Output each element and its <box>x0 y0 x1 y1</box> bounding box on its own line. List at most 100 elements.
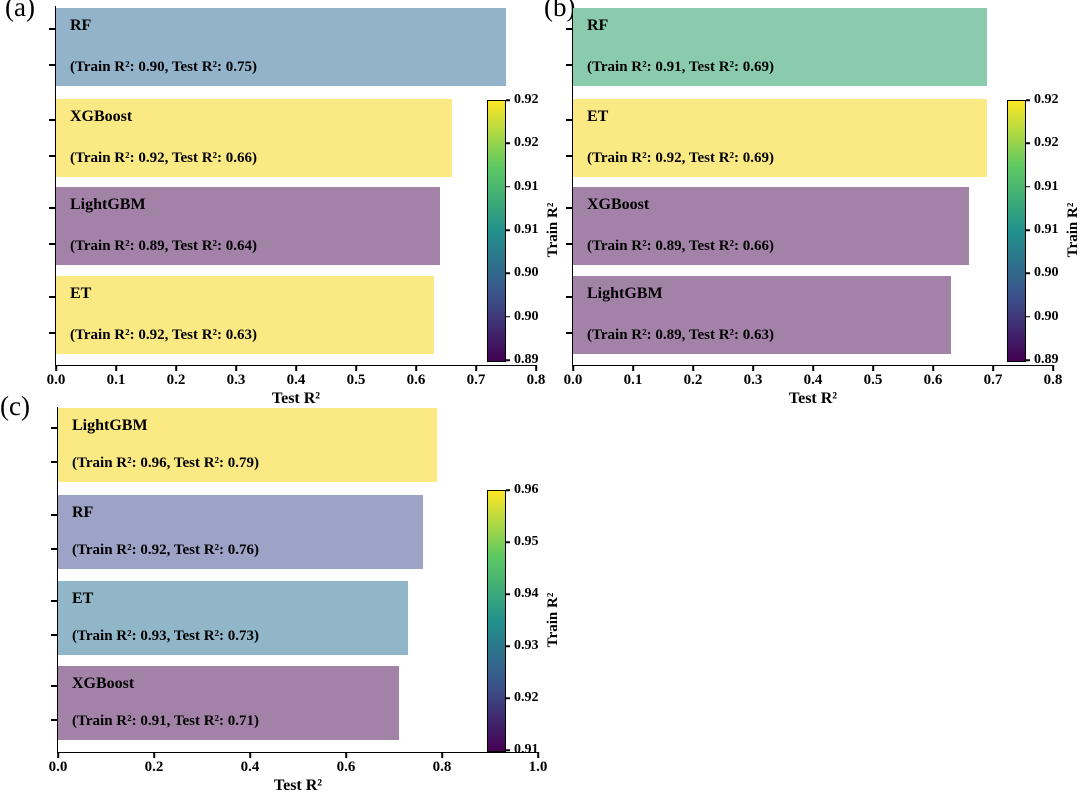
bar-annotation: (Train R²: 0.92, Test R²: 0.76) <box>72 542 260 558</box>
y-axis-tick <box>565 28 572 30</box>
colorbar: 0.96 0.95 0.94 0.93 0.92 0.91 Train R² <box>487 482 567 757</box>
panel-b: (b) RF (Train R²: 0.91, Test R²: 0.69) E… <box>540 0 1080 407</box>
panel-c-plot: LightGBM (Train R²: 0.96, Test R²: 0.79)… <box>49 407 547 794</box>
x-tick-label: 0.4 <box>240 759 260 775</box>
bar-model-name: XGBoost <box>587 196 650 213</box>
bar-annotation: (Train R²: 0.92, Test R²: 0.69) <box>587 150 775 166</box>
colorbar-tick-label: 0.90 <box>514 308 539 324</box>
x-tick-label: 0.8 <box>1043 372 1063 388</box>
colorbar-tick-mark <box>506 593 510 595</box>
x-tick-mark <box>295 365 297 371</box>
x-tick-label: 1.0 <box>528 759 548 775</box>
colorbar-tick-mark <box>1026 142 1030 145</box>
bar-annotation: (Train R²: 0.89, Test R²: 0.64) <box>70 238 258 254</box>
bar-model-name: LightGBM <box>72 417 148 434</box>
x-tick-label: 0.0 <box>563 372 583 388</box>
x-tick-label: 0.8 <box>526 372 546 388</box>
x-tick-label: 0.7 <box>466 372 486 388</box>
colorbar-tick-label: 0.90 <box>1034 265 1059 281</box>
colorbar-tick-label: 0.90 <box>1034 308 1059 324</box>
bar-rf: RF (Train R²: 0.90, Test R²: 0.75) <box>56 8 506 86</box>
x-tick-mark <box>235 365 237 371</box>
colorbar-tick-label: 0.93 <box>514 638 539 653</box>
x-tick-label: 0.1 <box>106 372 126 388</box>
bar-et: ET (Train R²: 0.92, Test R²: 0.69) <box>573 99 987 177</box>
bar-model-name: XGBoost <box>70 108 133 125</box>
bar-annotation: (Train R²: 0.91, Test R²: 0.69) <box>587 59 775 75</box>
x-tick-label: 0.7 <box>983 372 1003 388</box>
y-axis-tick <box>48 243 55 245</box>
panel-b-label: (b) <box>544 0 576 22</box>
x-tick-mark <box>632 365 634 371</box>
y-axis-tick <box>48 296 55 298</box>
bar-row: XGBoost (Train R²: 0.89, Test R²: 0.66) <box>565 187 1053 265</box>
colorbar-tick-mark <box>1026 185 1030 188</box>
x-tick-label: 0.5 <box>346 372 366 388</box>
x-tick-mark <box>415 365 417 371</box>
bar-row: ET (Train R²: 0.92, Test R²: 0.69) <box>565 99 1053 177</box>
panel-a: (a) RF (Train R²: 0.90, Test R²: 0.75) X… <box>0 0 561 407</box>
x-tick-mark <box>115 365 117 371</box>
colorbar-tick-label: 0.89 <box>1034 352 1059 367</box>
x-tick-label: 0.2 <box>683 372 703 388</box>
colorbar-tick-mark <box>506 185 510 188</box>
bar-xgboost: XGBoost (Train R²: 0.89, Test R²: 0.66) <box>573 187 969 265</box>
colorbar-tick-label: 0.92 <box>1034 135 1059 151</box>
colorbar-tick-mark <box>506 359 510 361</box>
bar-row: RF (Train R²: 0.90, Test R²: 0.75) <box>48 8 536 86</box>
x-tick-mark <box>872 365 874 371</box>
colorbar-tick-mark <box>506 99 510 101</box>
panel-b-plot: RF (Train R²: 0.91, Test R²: 0.69) ET (T… <box>564 6 1062 407</box>
colorbar-tick-label: 0.92 <box>514 135 539 151</box>
bar-model-name: RF <box>70 17 92 34</box>
colorbar-gradient <box>487 490 506 752</box>
y-axis-tick <box>50 514 57 516</box>
bar-row: ET (Train R²: 0.93, Test R²: 0.73) <box>50 581 538 655</box>
y-axis-tick <box>48 119 55 121</box>
colorbar-tick-mark <box>1026 229 1030 231</box>
colorbar-tick-label: 0.94 <box>514 586 539 601</box>
y-axis-tick <box>565 155 572 157</box>
bar-row: RF (Train R²: 0.91, Test R²: 0.69) <box>565 8 1053 86</box>
colorbar-tick-label: 0.91 <box>1034 178 1059 194</box>
bar-row: RF (Train R²: 0.92, Test R²: 0.76) <box>50 495 538 569</box>
colorbar-tick-label: 0.90 <box>514 265 539 281</box>
x-tick-mark <box>153 752 155 758</box>
x-tick-mark <box>355 365 357 371</box>
colorbar-tick-mark <box>1026 99 1030 101</box>
y-axis-tick <box>565 243 572 245</box>
bar-annotation: (Train R²: 0.92, Test R²: 0.63) <box>70 327 258 343</box>
x-tick-label: 0.4 <box>286 372 306 388</box>
x-tick-label: 0.4 <box>803 372 823 388</box>
colorbar-tick-mark <box>506 697 510 699</box>
colorbar-tick-label: 0.96 <box>514 482 539 497</box>
x-tick-label: 0.3 <box>743 372 763 388</box>
colorbar-tick-mark <box>1026 359 1030 361</box>
bar-et: ET (Train R²: 0.92, Test R²: 0.63) <box>56 276 434 354</box>
bar-annotation: (Train R²: 0.89, Test R²: 0.63) <box>587 327 775 343</box>
bar-annotation: (Train R²: 0.90, Test R²: 0.75) <box>70 59 258 75</box>
x-axis-label: Test R² <box>788 390 838 407</box>
colorbar-tick-mark <box>506 749 510 751</box>
bar-row: LightGBM (Train R²: 0.89, Test R²: 0.64) <box>48 187 536 265</box>
y-axis-tick <box>48 155 55 157</box>
bar-annotation: (Train R²: 0.89, Test R²: 0.66) <box>587 238 775 254</box>
x-tick-mark <box>572 365 574 371</box>
x-tick-mark <box>537 752 539 758</box>
bar-annotation: (Train R²: 0.96, Test R²: 0.79) <box>72 455 260 471</box>
x-tick-label: 0.0 <box>46 372 66 388</box>
bar-row: LightGBM (Train R²: 0.96, Test R²: 0.79) <box>50 408 538 482</box>
y-axis-tick <box>50 719 57 721</box>
y-axis-tick <box>565 119 572 121</box>
x-tick-mark <box>475 365 477 371</box>
bar-model-name: ET <box>587 108 609 125</box>
y-axis-tick <box>50 634 57 636</box>
colorbar-tick-label: 0.92 <box>514 92 539 107</box>
colorbar-tick-label: 0.92 <box>514 690 539 705</box>
colorbar-tick-label: 0.91 <box>1034 222 1059 237</box>
bar-row: LightGBM (Train R²: 0.89, Test R²: 0.63) <box>565 276 1053 354</box>
x-tick-label: 0.5 <box>863 372 883 388</box>
bar-annotation: (Train R²: 0.93, Test R²: 0.73) <box>72 628 260 644</box>
y-axis-tick <box>48 332 55 334</box>
